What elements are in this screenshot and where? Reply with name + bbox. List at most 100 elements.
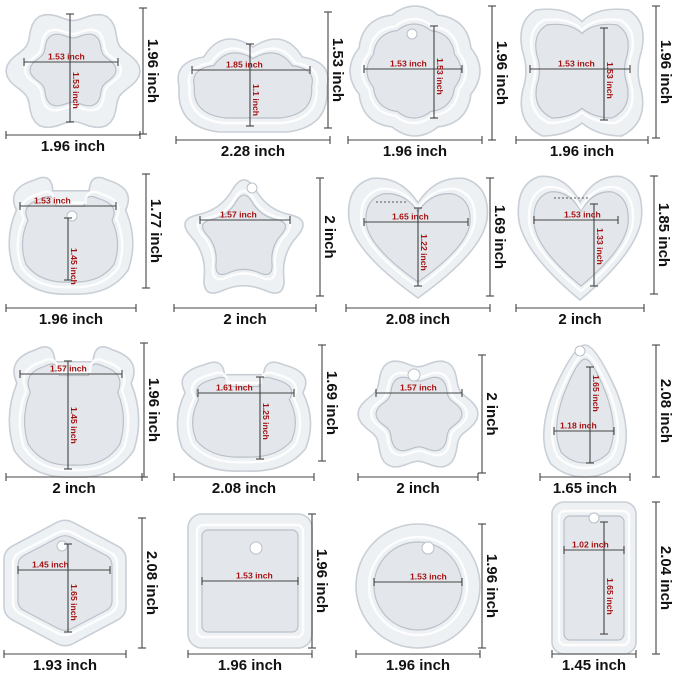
- mold-cavity: [17, 535, 113, 631]
- hang-hole: [421, 541, 435, 555]
- mold-item-teardrop: 1.18 inch 1.65 inch 1.65 inch 2.08 inch: [510, 337, 679, 506]
- height-dimension-label: 1.96 inch: [483, 554, 500, 618]
- height-dimension-label: 1.96 inch: [313, 549, 330, 613]
- mold-cavity: [201, 194, 287, 276]
- cavity-height-label: 1.45 inch: [69, 407, 79, 444]
- mold-item-scallop: 1.53 inch 1.53 inch 1.96 inch 1.96 inch: [340, 0, 510, 169]
- mold-item-rectangle: 1.02 inch 1.65 inch 1.45 inch 2.04 inch: [510, 501, 679, 675]
- width-dimension-label: 2 inch: [396, 480, 439, 497]
- hang-hole: [56, 540, 68, 552]
- mold-cavity: [533, 191, 629, 287]
- cavity-height-label: 1.65 inch: [69, 584, 79, 621]
- cavity-width-label: 1.18 inch: [560, 421, 597, 431]
- width-dimension-label: 2.08 inch: [386, 311, 450, 328]
- mold-item-bear: 1.53 inch 1.45 inch 1.96 inch 1.77 inch: [0, 168, 169, 337]
- cloud-icon: 1.85 inch 1.1 inch 2.28 inch 1.53 inch: [175, 11, 346, 160]
- mold-item-hexagon: 1.45 inch 1.65 inch 1.93 inch 2.08 inch: [0, 506, 169, 675]
- width-dimension-label: 2 inch: [52, 480, 95, 497]
- cavity-width-label: 1.65 inch: [392, 212, 429, 222]
- width-dimension-label: 1.96 inch: [39, 311, 103, 328]
- height-dimension-label: 1.96 inch: [145, 378, 162, 442]
- cavity-width-label: 1.53 inch: [34, 196, 71, 206]
- width-dimension-label: 1.65 inch: [553, 480, 617, 497]
- hang-hole: [574, 345, 586, 357]
- circle-icon: 1.53 inch 1.96 inch 1.96 inch: [355, 523, 500, 674]
- width-dimension-label: 1.96 inch: [383, 143, 447, 160]
- cavity-width-label: 1.53 inch: [48, 52, 85, 62]
- hexagon-icon: 1.45 inch 1.65 inch 1.93 inch 2.08 inch: [3, 517, 160, 674]
- cavity-width-label: 1.02 inch: [572, 540, 609, 550]
- cavity-width-label: 1.45 inch: [32, 560, 69, 570]
- cavity-width-label: 1.53 inch: [236, 571, 273, 581]
- scallop-icon: 1.53 inch 1.53 inch 1.96 inch 1.96 inch: [347, 5, 510, 160]
- flower-icon: 1.53 inch 1.53 inch 1.96 inch 1.96 inch: [5, 7, 161, 155]
- cavity-width-label: 1.61 inch: [216, 383, 253, 393]
- cavity-width-label: 1.57 inch: [220, 210, 257, 220]
- cavity-height-label: 1.53 inch: [605, 62, 615, 99]
- hang-hole: [407, 368, 421, 382]
- mold-cavity: [375, 376, 463, 452]
- cavity-height-label: 1.45 inch: [69, 248, 79, 285]
- mold-item-flower-2: 1.57 inch 2 inch 2 inch: [340, 337, 509, 506]
- bear-icon: 1.61 inch 1.25 inch 2.08 inch 1.69 inch: [173, 344, 340, 497]
- mold-cavity: [535, 23, 629, 119]
- mold-item-square: 1.53 inch 1.96 inch 1.96 inch: [170, 506, 339, 675]
- mold-item-butterfly: 1.53 inch 1.53 inch 1.96 inch 1.96 inch: [510, 0, 679, 169]
- width-dimension-label: 1.96 inch: [218, 657, 282, 674]
- butterfly-icon: 1.53 inch 1.53 inch 1.96 inch 1.96 inch: [515, 5, 674, 160]
- cavity-height-label: 1.53 inch: [435, 58, 445, 95]
- rectangle-icon: 1.02 inch 1.65 inch 1.45 inch 2.04 inch: [551, 501, 674, 674]
- height-dimension-label: 2.08 inch: [143, 551, 160, 615]
- flower-icon: 1.57 inch 2 inch 2 inch: [357, 354, 500, 497]
- width-dimension-label: 2.28 inch: [221, 143, 285, 160]
- hang-hole: [249, 541, 263, 555]
- hang-hole: [246, 182, 258, 194]
- mold-item-star: 1.57 inch 2 inch 2 inch: [170, 168, 339, 337]
- hang-hole: [588, 512, 600, 524]
- width-dimension-label: 2 inch: [223, 311, 266, 328]
- bear-icon: 1.53 inch 1.45 inch 1.96 inch 1.77 inch: [5, 173, 164, 328]
- mold-cavity: [29, 33, 117, 107]
- star-icon: 1.57 inch 2 inch 2 inch: [173, 177, 338, 328]
- height-dimension-label: 1.96 inch: [144, 39, 161, 103]
- height-dimension-label: 2.08 inch: [657, 379, 674, 443]
- mold-cavity: [373, 541, 463, 631]
- height-dimension-label: 1.96 inch: [657, 40, 674, 104]
- cavity-height-label: 1.65 inch: [605, 578, 615, 615]
- width-dimension-label: 2.08 inch: [212, 480, 276, 497]
- mold-item-heart: 1.65 inch 1.22 inch 2.08 inch 1.69 inch: [340, 168, 509, 337]
- width-dimension-label: 1.96 inch: [386, 657, 450, 674]
- width-dimension-label: 1.93 inch: [33, 657, 97, 674]
- heart-icon: 1.53 inch 1.33 inch 2 inch 1.85 inch: [515, 175, 672, 328]
- mold-item-bear-wide: 1.61 inch 1.25 inch 2.08 inch 1.69 inch: [170, 337, 340, 506]
- cavity-height-label: 1.25 inch: [261, 403, 271, 440]
- height-dimension-label: 1.53 inch: [329, 38, 346, 102]
- height-dimension-label: 1.69 inch: [323, 371, 340, 435]
- cavity-width-label: 1.53 inch: [390, 59, 427, 69]
- height-dimension-label: 2 inch: [321, 215, 338, 258]
- width-dimension-label: 1.96 inch: [550, 143, 614, 160]
- cavity-height-label: 1.65 inch: [591, 375, 601, 412]
- mold-item-circle: 1.53 inch 1.96 inch 1.96 inch: [340, 506, 509, 675]
- cavity-height-label: 1.1 inch: [251, 84, 261, 116]
- height-dimension-label: 1.85 inch: [655, 203, 672, 267]
- mold-cavity: [193, 52, 313, 119]
- height-dimension-label: 1.77 inch: [147, 199, 164, 263]
- hang-hole: [406, 28, 418, 40]
- teardrop-icon: 1.18 inch 1.65 inch 1.65 inch 2.08 inch: [539, 344, 674, 497]
- cavity-width-label: 1.53 inch: [558, 59, 595, 69]
- height-dimension-label: 1.69 inch: [491, 205, 508, 269]
- cavity-width-label: 1.53 inch: [410, 572, 447, 582]
- cavity-width-label: 1.53 inch: [564, 210, 601, 220]
- square-icon: 1.53 inch 1.96 inch 1.96 inch: [187, 513, 330, 674]
- width-dimension-label: 1.96 inch: [41, 138, 105, 155]
- width-dimension-label: 2 inch: [558, 311, 601, 328]
- mold-item-flower: 1.53 inch 1.53 inch 1.96 inch 1.96 inch: [0, 0, 169, 169]
- mold-item-bear-2: 1.57 inch 1.45 inch 2 inch 1.96 inch: [0, 337, 169, 506]
- cavity-height-label: 1.33 inch: [595, 228, 605, 265]
- heart-icon: 1.65 inch 1.22 inch 2.08 inch 1.69 inch: [345, 177, 508, 328]
- mold-item-cloud: 1.85 inch 1.1 inch 2.28 inch 1.53 inch: [170, 0, 346, 169]
- height-dimension-label: 1.96 inch: [493, 41, 510, 105]
